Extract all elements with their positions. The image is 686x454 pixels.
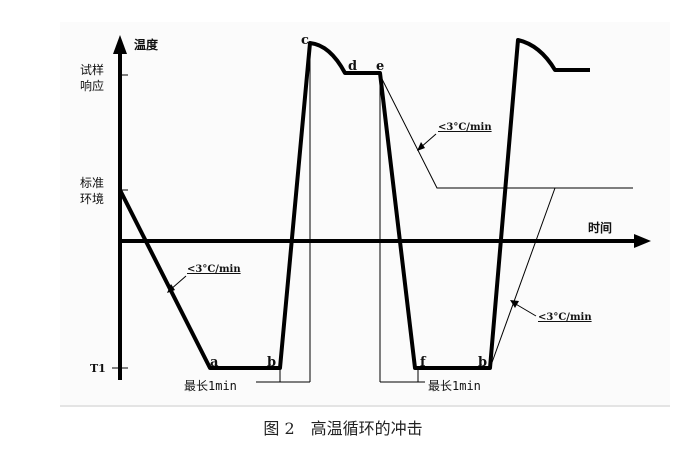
y-axis-arrow-icon — [113, 35, 127, 54]
point-f: f — [420, 355, 427, 370]
tick-label-standard-2: 环境 — [80, 191, 104, 206]
arrow-icon — [510, 300, 519, 308]
point-e: e — [376, 59, 384, 74]
arrow-icon — [417, 142, 425, 151]
rate-leader-3 — [513, 302, 537, 317]
duration-label-2: 最长1min — [428, 379, 481, 393]
rate-label-3: <3°C/min — [538, 312, 592, 323]
x-axis-arrow-icon — [634, 234, 651, 248]
reference-lines — [256, 43, 633, 383]
tick-label-standard-1: 标准 — [80, 176, 104, 190]
point-b2: b — [478, 355, 487, 370]
point-c: c — [301, 33, 309, 48]
point-b1: b — [267, 355, 276, 370]
y-axis-label: 温度 — [134, 37, 159, 52]
rate-label-2: <3°C/min — [438, 122, 492, 133]
duration-label-1: 最长1min — [184, 379, 237, 393]
figure-caption: 图 2 高温循环的冲击 — [263, 419, 422, 438]
x-axis-label: 时间 — [588, 220, 612, 235]
point-a: a — [210, 355, 219, 370]
rate-label-1: <3°C/min — [187, 264, 241, 275]
tick-label-response-2: 响应 — [80, 78, 104, 93]
tick-label-response-1: 试样 — [80, 62, 104, 77]
point-d: d — [348, 59, 357, 74]
plot-background — [60, 22, 670, 406]
tick-label-t1: T1 — [90, 362, 106, 375]
arrow-icon — [167, 284, 175, 293]
